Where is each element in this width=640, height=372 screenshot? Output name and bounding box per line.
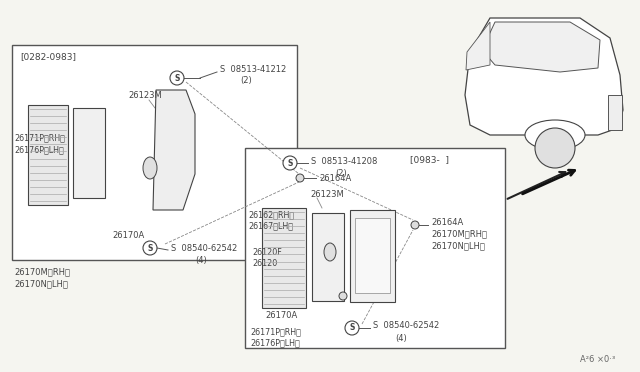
Text: S  08513-41212: S 08513-41212 — [220, 64, 286, 74]
Text: (2): (2) — [240, 76, 252, 84]
Text: 26170A: 26170A — [265, 311, 297, 320]
Polygon shape — [466, 22, 490, 70]
Circle shape — [411, 221, 419, 229]
Text: 26170A: 26170A — [112, 231, 144, 240]
Text: 26162〈RH〉: 26162〈RH〉 — [248, 211, 294, 219]
Bar — [262, 208, 306, 308]
Text: S: S — [174, 74, 180, 83]
Text: S  08540-62542: S 08540-62542 — [171, 244, 237, 253]
Text: 26171P〈RH〉: 26171P〈RH〉 — [14, 134, 65, 142]
Text: 26171P〈RH〉: 26171P〈RH〉 — [250, 327, 301, 337]
Circle shape — [143, 241, 157, 255]
Polygon shape — [153, 90, 195, 210]
Text: 26120: 26120 — [252, 260, 277, 269]
Text: S  08540-62542: S 08540-62542 — [373, 321, 439, 330]
Bar — [245, 148, 505, 348]
Text: S: S — [147, 244, 153, 253]
Text: 26176P〈LH〉: 26176P〈LH〉 — [250, 339, 300, 347]
Text: (2): (2) — [335, 169, 347, 177]
Text: 26123M: 26123M — [310, 189, 344, 199]
Text: 26170M〈RH〉: 26170M〈RH〉 — [431, 230, 487, 238]
Bar — [608, 95, 622, 130]
Text: S: S — [287, 158, 292, 167]
Circle shape — [170, 71, 184, 85]
Text: S  08513-41208: S 08513-41208 — [311, 157, 378, 166]
Text: 26123M: 26123M — [128, 90, 162, 99]
Text: 26176P〈LH〉: 26176P〈LH〉 — [14, 145, 64, 154]
Circle shape — [283, 156, 297, 170]
Ellipse shape — [525, 120, 585, 150]
Text: (4): (4) — [195, 256, 207, 264]
Bar — [28, 105, 68, 205]
Text: 26120F: 26120F — [252, 247, 282, 257]
Text: 26164A: 26164A — [431, 218, 463, 227]
Bar — [312, 213, 344, 301]
Circle shape — [535, 128, 575, 168]
Text: A²6 ×0·³: A²6 ×0·³ — [580, 356, 615, 365]
Polygon shape — [482, 22, 600, 72]
Text: 26167〈LH〉: 26167〈LH〉 — [248, 221, 293, 231]
Ellipse shape — [143, 157, 157, 179]
Ellipse shape — [324, 243, 336, 261]
Text: 26170M〈RH〉: 26170M〈RH〉 — [14, 267, 70, 276]
Bar — [73, 108, 105, 198]
Text: [0983-  ]: [0983- ] — [410, 155, 449, 164]
Bar — [350, 210, 395, 302]
Text: (4): (4) — [395, 334, 407, 343]
Text: S: S — [349, 324, 355, 333]
Text: 26164A: 26164A — [319, 173, 351, 183]
Text: 26170N〈LH〉: 26170N〈LH〉 — [14, 279, 68, 289]
Polygon shape — [465, 18, 623, 135]
Text: 26170N〈LH〉: 26170N〈LH〉 — [431, 241, 485, 250]
Bar — [355, 218, 390, 293]
Text: [0282-0983]: [0282-0983] — [20, 52, 76, 61]
Bar — [12, 45, 297, 260]
Circle shape — [296, 174, 304, 182]
Circle shape — [345, 321, 359, 335]
Circle shape — [339, 292, 347, 300]
